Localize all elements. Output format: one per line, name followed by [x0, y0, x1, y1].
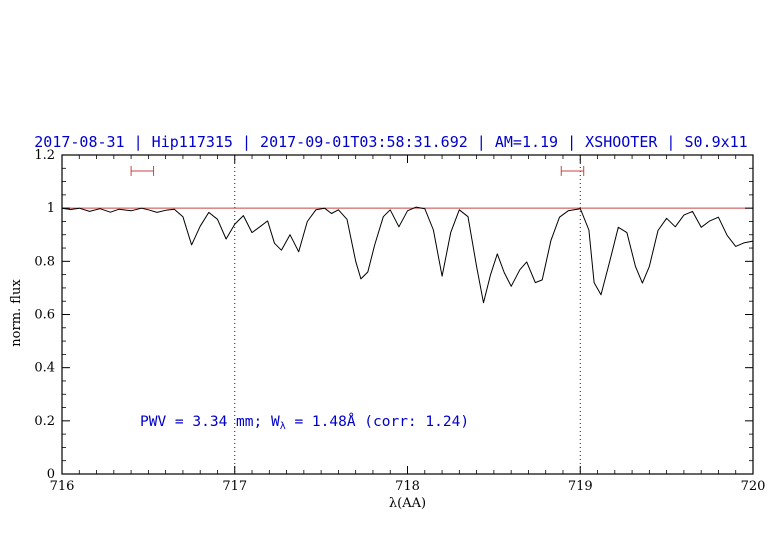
pwv-annotation: PWV = 3.34 mm; Wλ = 1.48Å (corr: 1.24) — [140, 414, 469, 432]
band-marker — [560, 165, 585, 176]
y-axis-label: norm. flux — [9, 279, 24, 347]
y-tick-label: 0 — [47, 467, 55, 482]
pwv-annotation-suffix: = 1.48Å (corr: 1.24) — [285, 414, 470, 430]
band-marker — [130, 165, 155, 176]
x-axis-label: λ(AA) — [388, 496, 427, 511]
x-tick-label: 720 — [741, 479, 766, 494]
y-tick-label: 0.4 — [34, 361, 55, 376]
x-tick-label: 719 — [568, 479, 593, 494]
x-tick-label: 717 — [222, 479, 247, 494]
y-tick-label: 1.2 — [34, 148, 55, 163]
pwv-annotation-prefix: PWV = 3.34 mm; W — [140, 414, 280, 430]
plot-title: 2017-08-31 | Hip117315 | 2017-09-01T03:5… — [34, 133, 748, 151]
spectrum-line — [61, 206, 754, 304]
y-tick-label: 0.6 — [34, 308, 55, 323]
y-tick-label: 0.8 — [34, 254, 55, 269]
x-tick-label: 716 — [50, 479, 75, 494]
x-tick-label: 718 — [395, 479, 420, 494]
y-tick-label: 0.2 — [34, 414, 55, 429]
lambda-subscript: λ — [279, 421, 286, 432]
y-tick-label: 1 — [47, 201, 55, 216]
